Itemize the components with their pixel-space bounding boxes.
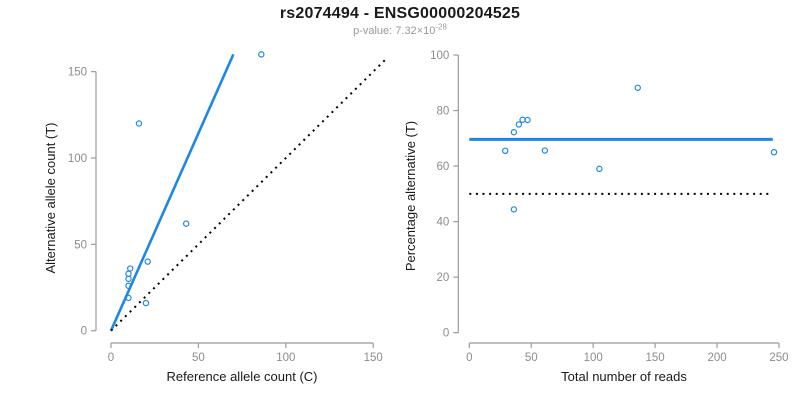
fit-line [109,53,235,332]
figure-title: rs2074494 - ENSG00000204525 [279,5,521,22]
data-point [125,294,132,302]
data-point [125,282,132,289]
x-tick-label: 100 [584,352,603,364]
data-point [144,258,151,265]
pvalue-exponent: -28 [435,22,447,32]
y-tick-label: 40 [437,217,450,229]
data-point [502,147,509,155]
y-axis-label: Alternative allele count (T) [43,122,58,273]
data-point [519,116,526,123]
data-point [596,165,603,173]
x-axis-label: Reference allele count (C) [166,369,317,384]
x-tick-label: 250 [769,352,788,364]
x-tick-label: 100 [276,352,295,364]
data-point [182,220,190,227]
data-point [125,270,132,277]
y-tick-label: 60 [437,161,450,173]
x-tick-label: 0 [108,352,114,364]
y-tick-label: 80 [437,106,450,118]
x-axis-label: Total number of reads [561,369,687,384]
data-point [510,129,518,136]
data-point [258,51,265,58]
x-tick-label: 0 [466,352,472,364]
y-tick-label: 20 [437,272,450,284]
data-point [135,120,143,127]
x-tick-label: 200 [707,352,726,364]
scatter-plots-canvas: 0 50 100 150 0 50 100 150 Reference allele count… [43,50,789,384]
y-axis-label: Percentage alternative (T) [403,121,418,271]
y-tick-label: 50 [74,239,87,251]
pvalue-text: p-value: 7.32×10 [353,25,436,37]
data-point [541,147,549,154]
y-tick-label: 100 [430,50,449,62]
x-tick-label: 150 [646,352,665,364]
data-point [770,148,778,156]
data-point [510,206,518,213]
x-tick-label: 150 [364,352,383,364]
figure-header: rs2074494 - ENSG00000204525 p-value: 7.3… [0,5,800,37]
x-tick-label: 50 [192,352,205,364]
y-tick-label: 100 [68,153,87,165]
y-tick-label: 0 [81,326,87,338]
y-tick-label: 0 [443,328,449,340]
identity-line [110,57,388,332]
y-tick-label: 150 [68,67,87,79]
data-point [142,299,150,307]
data-point [127,265,134,272]
data-point [125,275,132,283]
x-tick-label: 50 [525,352,538,364]
figure-subtitle: p-value: 7.32×10-28 [0,22,800,37]
data-point [634,84,641,91]
data-point [515,121,523,128]
